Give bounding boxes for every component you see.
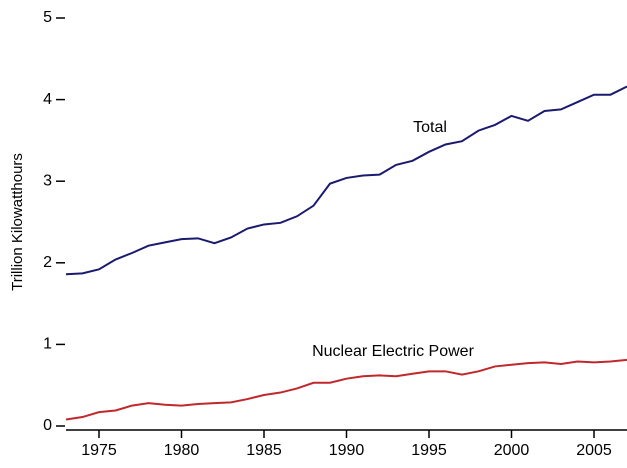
series-label: Nuclear Electric Power	[312, 343, 475, 360]
y-tick-label: 1	[43, 336, 52, 353]
y-axis-label: Trillion Kilowatthours	[9, 153, 26, 291]
x-tick-label: 1990	[329, 442, 365, 459]
y-tick-label: 3	[43, 172, 52, 189]
x-tick-label: 1975	[81, 442, 117, 459]
series-line	[65, 358, 627, 421]
x-tick-label: 1995	[411, 442, 447, 459]
series-label: Total	[413, 119, 447, 136]
series-line	[65, 85, 627, 276]
x-tick-label: 1980	[164, 442, 200, 459]
x-tick-label: 2005	[576, 442, 612, 459]
x-tick-label: 2000	[494, 442, 530, 459]
y-tick-label: 0	[43, 417, 52, 434]
x-tick-label: 1985	[246, 442, 282, 459]
y-tick-label: 5	[43, 9, 52, 26]
y-tick-label: 2	[43, 254, 52, 271]
y-tick-label: 4	[43, 91, 52, 108]
